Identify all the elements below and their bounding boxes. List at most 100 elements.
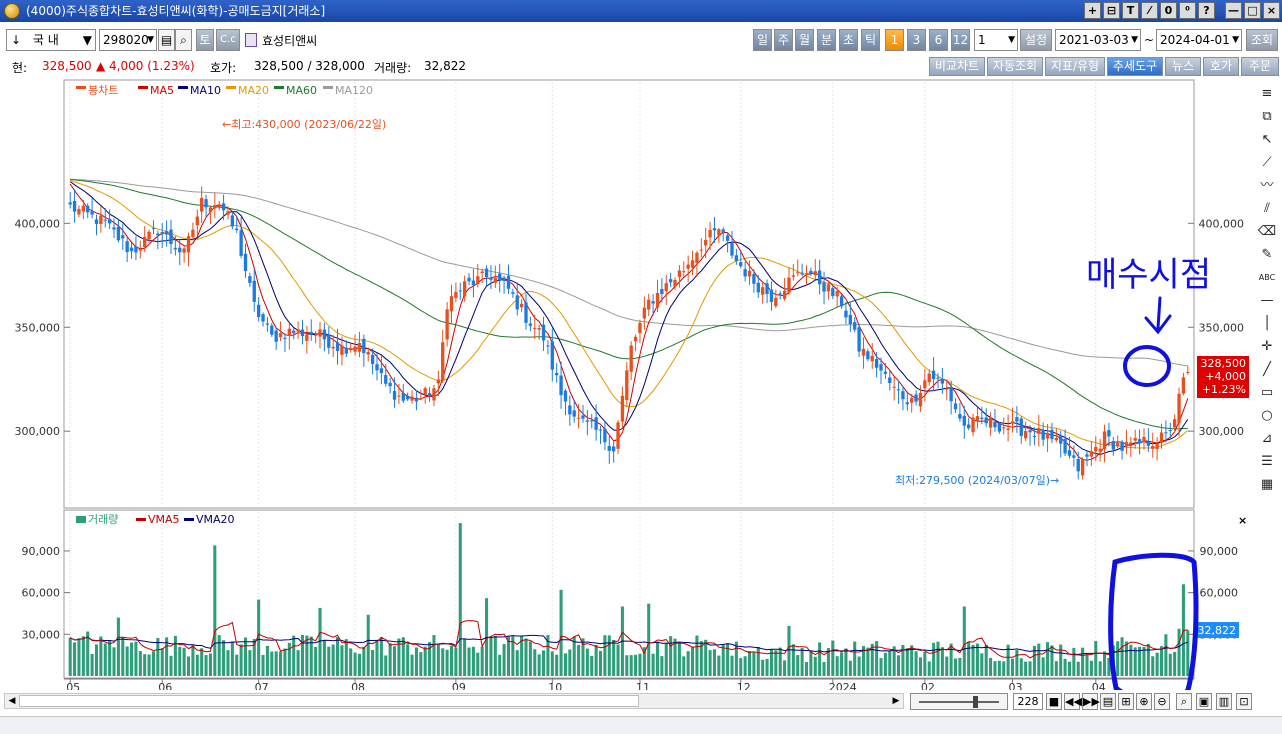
start-date-picker[interactable]: 2021-03-03 ▼: [1055, 29, 1141, 51]
gann-icon[interactable]: ▦: [1260, 477, 1274, 492]
end-date-picker[interactable]: 2024-04-01 ▼: [1156, 29, 1242, 51]
zoom-out-icon[interactable]: ⊖: [1154, 693, 1170, 710]
market-dropdown[interactable]: ↓ 국 내 ▼: [6, 29, 96, 51]
stock-chart[interactable]: 400,000 400,000 350,000 350,000 300,000 300,0…: [0, 78, 1252, 690]
collapse-icon[interactable]: ≡: [1261, 86, 1273, 101]
bar-count-field[interactable]: 228: [1013, 693, 1043, 710]
scroll-left-icon[interactable]: ◀: [8, 696, 16, 706]
close-panel-icon[interactable]: ×: [1238, 514, 1247, 527]
chevron-down-icon: ▼: [1008, 35, 1015, 45]
period-week-tab[interactable]: 주: [774, 29, 793, 51]
volume-bar: [1063, 658, 1067, 676]
candle-body: [414, 397, 419, 402]
fan-icon[interactable]: ⊿: [1261, 431, 1273, 446]
candle-body: [971, 417, 975, 433]
scroll-right-icon[interactable]: ▶: [892, 696, 900, 706]
count-select[interactable]: 1 ▼: [974, 29, 1018, 51]
candle-body: [568, 405, 572, 415]
period-minute-tab[interactable]: 분: [817, 29, 836, 51]
print-preview-icon[interactable]: ⊡: [1236, 693, 1252, 710]
indicator-type-tab[interactable]: 지표/유형: [1045, 57, 1105, 76]
eraser-icon[interactable]: ⌫: [1257, 224, 1277, 239]
minimize-button[interactable]: —: [1225, 2, 1242, 19]
candle-body: [344, 347, 348, 354]
trend-tool-tab[interactable]: 추세도구: [1107, 57, 1163, 76]
text-line-icon[interactable]: ✎: [1261, 247, 1273, 262]
news-tab[interactable]: 뉴스: [1165, 57, 1201, 76]
volume-bar: [673, 638, 677, 676]
order-tab[interactable]: 주문: [1241, 57, 1279, 76]
zoom-slider[interactable]: [910, 693, 1008, 710]
diagonal-icon[interactable]: ╱: [1263, 362, 1271, 377]
compare-chart-tab[interactable]: 비교차트: [929, 57, 985, 76]
settings-button[interactable]: 설정: [1020, 29, 1052, 51]
high-price-annotation: ←최고:430,000 (2023/06/22일): [222, 117, 386, 131]
link-button[interactable]: ⁄: [1141, 2, 1158, 19]
columns-icon[interactable]: ▥: [1216, 693, 1232, 710]
horizontal-line-icon[interactable]: —: [1260, 293, 1274, 308]
period-day-tab[interactable]: 일: [753, 29, 772, 51]
candle-body: [72, 201, 77, 212]
fibo-icon[interactable]: ☰: [1261, 454, 1273, 469]
superscript-button[interactable]: ⁰: [1179, 2, 1196, 19]
scrollbar-thumb[interactable]: [19, 695, 639, 707]
cc-button[interactable]: C.c: [216, 29, 240, 51]
query-button[interactable]: 조회: [1246, 29, 1278, 51]
to-button[interactable]: 토: [196, 29, 214, 51]
add-window-button[interactable]: +: [1084, 2, 1101, 19]
search-icon[interactable]: ⌕: [175, 29, 192, 51]
candle-body: [270, 325, 274, 335]
rewind-icon[interactable]: ◀◀: [1064, 693, 1082, 710]
volume-bar: [590, 655, 594, 676]
zigzag-icon[interactable]: 〰: [1260, 178, 1274, 193]
period-1-tab[interactable]: 1: [885, 29, 904, 51]
candle-body: [633, 336, 638, 342]
period-12-tab[interactable]: 12: [951, 29, 970, 51]
period-tick-tab[interactable]: 틱: [861, 29, 880, 51]
auto-query-tab[interactable]: 자동조회: [987, 57, 1043, 76]
abc-icon[interactable]: ABC: [1258, 273, 1276, 282]
chart-scrollbar[interactable]: ◀ ▶: [4, 693, 904, 709]
volume-bar: [195, 654, 199, 676]
split-window-button[interactable]: ⊟: [1103, 2, 1120, 19]
volume-bars: [68, 523, 1190, 676]
quote-tab[interactable]: 호가: [1203, 57, 1239, 76]
volume-bar: [419, 652, 423, 676]
zero-button[interactable]: 0: [1160, 2, 1177, 19]
candle-body: [1124, 442, 1129, 447]
period-month-tab[interactable]: 월: [795, 29, 814, 51]
split-icon[interactable]: ⊞: [1118, 693, 1134, 710]
legend-volume: 거래량: [88, 513, 118, 526]
vertical-line-icon[interactable]: │: [1263, 316, 1271, 331]
parallel-icon[interactable]: ⫽: [1264, 201, 1270, 216]
volume-bar: [651, 653, 655, 676]
code-search-list-icon[interactable]: ▤: [158, 29, 175, 51]
text-button[interactable]: T: [1122, 2, 1139, 19]
stock-code-input[interactable]: 298020 ▼: [99, 29, 157, 51]
period-3-tab[interactable]: 3: [907, 29, 926, 51]
candle-body: [647, 299, 651, 310]
rectangle-icon[interactable]: ▭: [1260, 385, 1274, 400]
close-button[interactable]: ×: [1263, 2, 1280, 19]
window-icon[interactable]: ▣: [1196, 693, 1212, 710]
maximize-button[interactable]: □: [1244, 2, 1261, 19]
period-6-tab[interactable]: 6: [929, 29, 948, 51]
candle-body: [1102, 431, 1107, 450]
search-icon[interactable]: ⌕: [1176, 693, 1192, 710]
volume-bar: [287, 642, 291, 676]
period-second-tab[interactable]: 초: [839, 29, 858, 51]
circle-icon[interactable]: ○: [1261, 408, 1273, 423]
layout-icon[interactable]: ⧉: [1262, 109, 1272, 124]
list-icon[interactable]: ▤: [1100, 693, 1116, 710]
candle-body: [695, 252, 699, 264]
candle-body: [931, 370, 936, 380]
volume-bar: [1124, 641, 1128, 676]
help-button[interactable]: ?: [1198, 2, 1215, 19]
zoom-icon[interactable]: ⊕: [1136, 693, 1152, 710]
trend-line-icon[interactable]: ⟋: [1262, 155, 1272, 170]
crosshair-icon[interactable]: ✛: [1261, 339, 1273, 354]
cursor-icon[interactable]: ↖: [1261, 132, 1273, 147]
forward-icon[interactable]: ▶▶: [1082, 693, 1100, 710]
stop-icon[interactable]: ■: [1046, 693, 1062, 710]
volume-bar: [283, 648, 287, 676]
